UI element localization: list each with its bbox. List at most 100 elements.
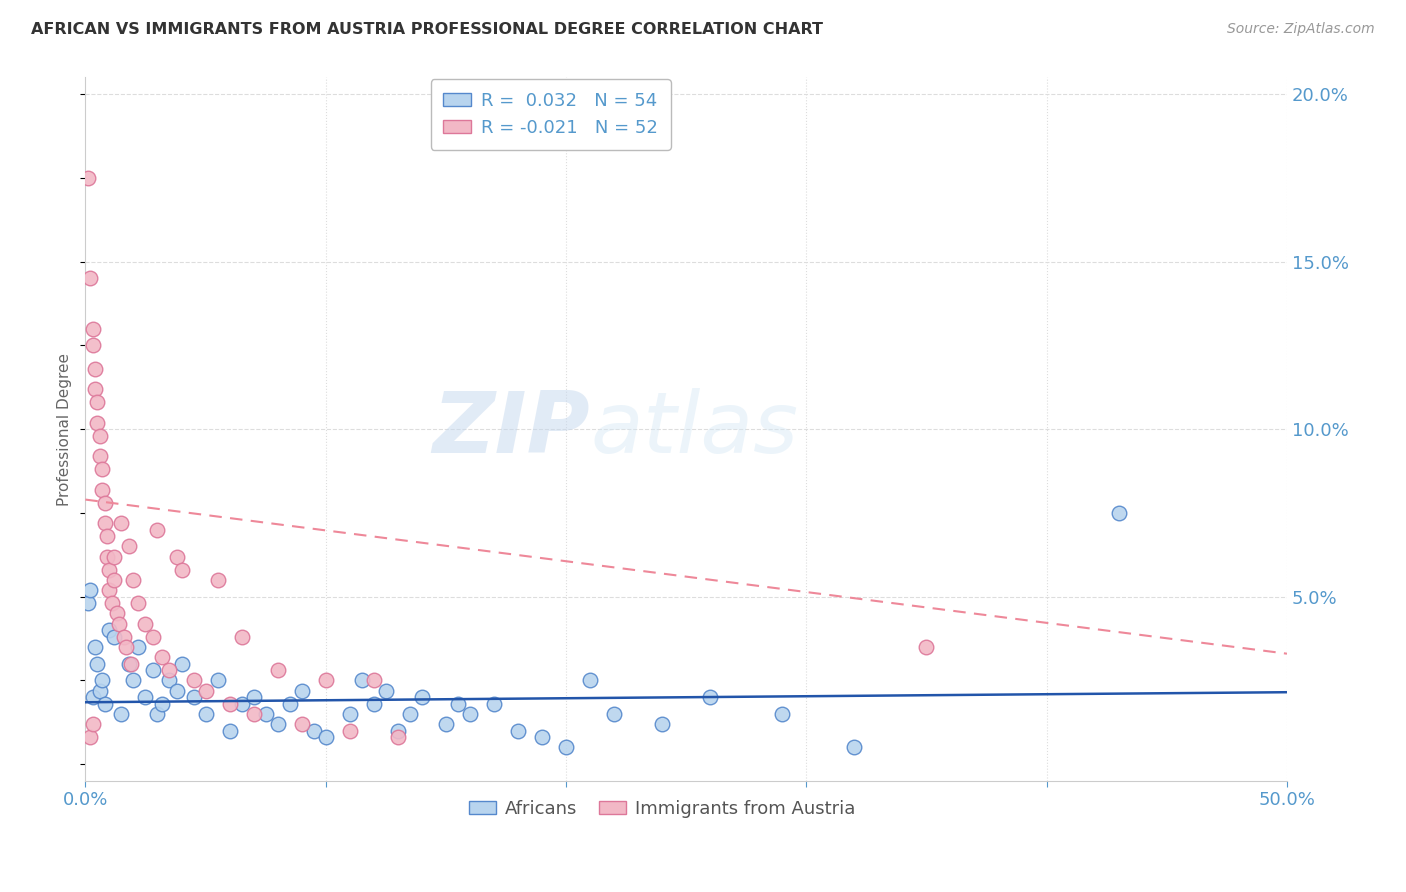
Point <box>79 582 101 597</box>
Point <box>183 673 205 688</box>
Point <box>103 630 125 644</box>
Point <box>651 717 673 731</box>
Point <box>76 170 98 185</box>
Point <box>506 723 529 738</box>
Point <box>231 630 253 644</box>
Point <box>84 382 107 396</box>
Point <box>166 683 188 698</box>
Point <box>207 573 229 587</box>
Point <box>86 395 108 409</box>
Point <box>218 697 240 711</box>
Point <box>96 529 118 543</box>
Point <box>134 690 156 705</box>
Point <box>530 731 553 745</box>
Text: ZIP: ZIP <box>433 388 591 471</box>
Point <box>79 731 101 745</box>
Point <box>105 607 128 621</box>
Point <box>89 449 111 463</box>
Point <box>82 338 104 352</box>
Point <box>89 429 111 443</box>
Point <box>101 596 124 610</box>
Point <box>127 640 149 654</box>
Point <box>98 624 121 638</box>
Point <box>844 740 866 755</box>
Point <box>96 549 118 564</box>
Point <box>84 640 107 654</box>
Point <box>98 582 121 597</box>
Point <box>91 483 114 497</box>
Point <box>555 740 578 755</box>
Point <box>166 549 188 564</box>
Point <box>146 706 169 721</box>
Point <box>89 683 111 698</box>
Legend: Africans, Immigrants from Austria: Africans, Immigrants from Austria <box>461 792 863 825</box>
Point <box>146 523 169 537</box>
Point <box>79 271 101 285</box>
Point <box>350 673 373 688</box>
Point <box>218 723 240 738</box>
Point <box>115 640 138 654</box>
Point <box>112 630 135 644</box>
Point <box>127 596 149 610</box>
Point <box>98 563 121 577</box>
Point <box>194 683 217 698</box>
Point <box>387 731 409 745</box>
Point <box>93 496 115 510</box>
Point <box>411 690 433 705</box>
Point <box>315 673 337 688</box>
Point <box>150 650 173 665</box>
Point <box>482 697 505 711</box>
Point <box>93 516 115 530</box>
Point <box>603 706 626 721</box>
Point <box>291 683 314 698</box>
Point <box>120 657 142 671</box>
Point <box>117 540 139 554</box>
Point <box>207 673 229 688</box>
Point <box>91 673 114 688</box>
Point <box>339 706 361 721</box>
Point <box>374 683 396 698</box>
Point <box>91 462 114 476</box>
Point <box>194 706 217 721</box>
Point <box>915 640 938 654</box>
Point <box>82 717 104 731</box>
Point <box>278 697 301 711</box>
Point <box>302 723 325 738</box>
Point <box>82 690 104 705</box>
Point <box>134 616 156 631</box>
Point <box>254 706 277 721</box>
Point <box>117 657 139 671</box>
Point <box>770 706 793 721</box>
Point <box>291 717 314 731</box>
Point <box>76 596 98 610</box>
Point <box>231 697 253 711</box>
Point <box>363 697 385 711</box>
Point <box>699 690 721 705</box>
Point <box>142 664 165 678</box>
Point <box>142 630 165 644</box>
Point <box>170 563 193 577</box>
Point <box>315 731 337 745</box>
Point <box>387 723 409 738</box>
Point <box>398 706 420 721</box>
Point <box>86 416 108 430</box>
Point <box>159 664 181 678</box>
Y-axis label: Professional Degree: Professional Degree <box>58 352 72 506</box>
Point <box>447 697 470 711</box>
Point <box>266 717 288 731</box>
Point <box>266 664 288 678</box>
Point <box>339 723 361 738</box>
Point <box>86 657 108 671</box>
Point <box>363 673 385 688</box>
Point <box>108 616 131 631</box>
Point <box>82 322 104 336</box>
Point <box>122 573 145 587</box>
Point <box>103 573 125 587</box>
Point <box>1108 506 1130 520</box>
Point <box>242 706 264 721</box>
Point <box>103 549 125 564</box>
Point <box>159 673 181 688</box>
Text: AFRICAN VS IMMIGRANTS FROM AUSTRIA PROFESSIONAL DEGREE CORRELATION CHART: AFRICAN VS IMMIGRANTS FROM AUSTRIA PROFE… <box>31 22 823 37</box>
Point <box>434 717 457 731</box>
Point <box>458 706 481 721</box>
